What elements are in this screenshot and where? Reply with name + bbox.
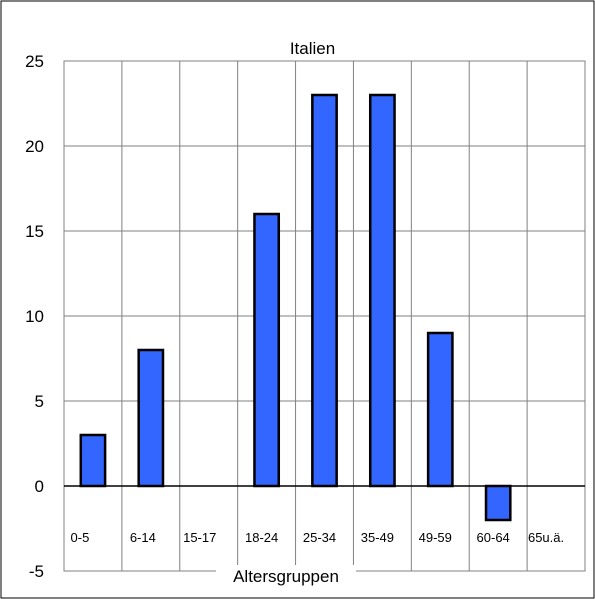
category-label-25-34: 25-34: [303, 530, 336, 545]
category-label-35-49: 35-49: [361, 530, 394, 545]
y-tick-label: 0: [35, 477, 44, 496]
bars: [79, 93, 512, 522]
y-tick-label: -5: [29, 562, 44, 581]
y-tick-label: 10: [25, 307, 44, 326]
category-label-65u.ä.: 65u.ä.: [528, 530, 564, 545]
y-tick-label: 20: [25, 137, 44, 156]
category-label-18-24: 18-24: [245, 530, 278, 545]
category-labels: 0-5 6-14 15-17 18-24 25-34 35-49 49-59 60-64 65u…: [71, 530, 565, 545]
x-axis-label: Altersgruppen: [233, 567, 339, 586]
category-label-0-5: 0-5: [71, 530, 90, 545]
bar-25-34: [311, 93, 338, 488]
category-label-49-59: 49-59: [419, 530, 452, 545]
bar-49-59: [426, 331, 454, 488]
category-label-60-64: 60-64: [477, 530, 510, 545]
category-label-15-17: 15-17: [183, 530, 216, 545]
y-tick-label: 25: [25, 52, 44, 71]
y-tick-labels: -5 0 5 10 15 20 25: [25, 52, 44, 581]
x-axis-label-background: [216, 565, 356, 587]
chart-title: Italien: [290, 39, 335, 58]
title-background: [278, 40, 347, 60]
y-tick-label: 15: [25, 222, 44, 241]
y-tick-label: 5: [35, 392, 44, 411]
bar-6-14: [137, 348, 165, 488]
bar-0-5: [79, 433, 107, 488]
bar-60-64: [484, 484, 512, 522]
bar-18-24: [253, 212, 281, 488]
bar-35-49: [368, 93, 396, 488]
category-label-6-14: 6-14: [130, 530, 156, 545]
